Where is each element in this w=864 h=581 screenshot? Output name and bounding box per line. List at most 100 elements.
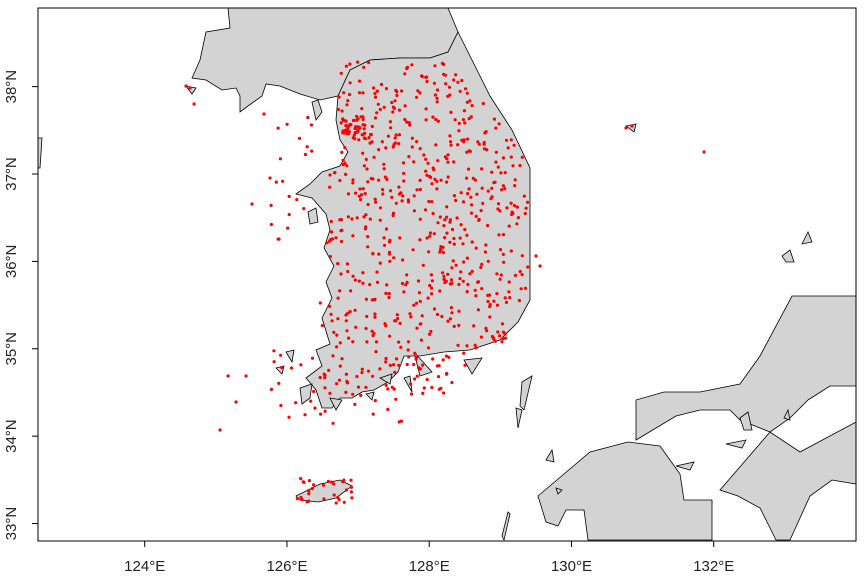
- station-point: [409, 392, 414, 396]
- station-point: [410, 63, 414, 67]
- station-point: [373, 95, 378, 99]
- station-point: [503, 336, 508, 340]
- station-point: [468, 149, 472, 153]
- station-point: [441, 245, 445, 249]
- station-point: [425, 236, 429, 240]
- station-point: [490, 195, 494, 199]
- station-point: [295, 497, 299, 501]
- station-point: [378, 367, 382, 371]
- station-point: [382, 236, 386, 240]
- station-point: [523, 286, 528, 290]
- y-tick-label: 36°N: [3, 245, 20, 279]
- station-point: [459, 191, 463, 195]
- station-point: [463, 121, 467, 125]
- station-point: [513, 273, 518, 277]
- station-point: [350, 496, 354, 500]
- station-point: [469, 195, 473, 199]
- station-point: [422, 386, 426, 390]
- station-point: [509, 201, 513, 205]
- station-point: [346, 269, 350, 274]
- station-point: [347, 92, 352, 97]
- station-point: [404, 283, 408, 287]
- station-point: [409, 315, 413, 319]
- station-point: [398, 236, 402, 240]
- station-point: [383, 243, 387, 247]
- station-point: [438, 215, 442, 219]
- station-point: [441, 271, 445, 275]
- station-point: [370, 124, 374, 129]
- y-axis: 33°N 34°N 35°N 36°N 37°N 38°N: [3, 70, 38, 540]
- station-point: [340, 109, 344, 113]
- station-point: [318, 301, 322, 305]
- station-point: [503, 171, 507, 175]
- station-point: [465, 256, 469, 260]
- station-point: [278, 157, 282, 161]
- station-point: [448, 282, 452, 286]
- station-point: [411, 248, 415, 252]
- station-point: [418, 187, 422, 192]
- station-point: [338, 289, 342, 293]
- station-point: [336, 495, 340, 500]
- station-point: [364, 326, 368, 331]
- station-point: [474, 246, 478, 250]
- station-point: [287, 194, 291, 198]
- station-point: [306, 115, 310, 120]
- station-point: [322, 497, 326, 501]
- station-point: [332, 171, 337, 175]
- station-point: [373, 315, 377, 319]
- station-point: [372, 331, 376, 335]
- y-tick-label: 38°N: [3, 70, 20, 104]
- station-points-layer: [184, 60, 706, 505]
- plot-frame: [37, 7, 857, 542]
- station-point: [340, 150, 344, 154]
- station-point: [276, 126, 280, 130]
- station-point: [500, 340, 504, 344]
- station-point: [340, 357, 344, 361]
- station-point: [395, 93, 399, 98]
- x-axis: 124°E 126°E 128°E 130°E 132°E: [124, 541, 734, 575]
- station-point: [702, 150, 706, 154]
- station-point: [366, 202, 370, 207]
- station-point: [320, 324, 324, 328]
- station-point: [305, 145, 309, 149]
- station-point: [427, 332, 432, 336]
- land-sw-islet-2: [299, 383, 313, 405]
- station-point: [438, 250, 442, 254]
- station-point: [371, 374, 375, 378]
- station-point: [486, 299, 490, 304]
- station-point: [500, 322, 505, 326]
- station-point: [299, 477, 303, 481]
- station-point: [397, 192, 402, 196]
- station-point: [450, 227, 455, 232]
- land-japan-islet-7: [555, 487, 563, 495]
- station-point: [452, 78, 456, 82]
- station-point: [362, 215, 366, 219]
- station-point: [449, 140, 453, 144]
- station-point: [367, 136, 371, 140]
- station-point: [335, 382, 339, 386]
- station-point: [339, 239, 344, 244]
- station-point: [480, 186, 484, 190]
- station-point: [303, 413, 307, 417]
- station-point: [334, 501, 338, 505]
- station-point: [438, 289, 442, 293]
- station-point: [377, 252, 381, 256]
- station-point: [452, 160, 456, 164]
- station-point: [400, 281, 404, 286]
- station-point: [371, 252, 375, 256]
- station-point: [362, 65, 366, 69]
- station-point: [415, 301, 419, 305]
- station-point: [344, 172, 348, 176]
- station-point: [464, 87, 468, 91]
- station-point: [343, 161, 347, 165]
- y-tick-label: 34°N: [3, 419, 20, 453]
- station-point: [329, 219, 333, 224]
- station-point: [346, 99, 350, 103]
- station-point: [447, 85, 452, 89]
- station-point: [373, 297, 377, 301]
- land-west-islet-1: [307, 207, 319, 225]
- station-point: [405, 120, 409, 124]
- station-point: [357, 125, 361, 129]
- station-point: [477, 142, 481, 146]
- station-point: [394, 319, 398, 323]
